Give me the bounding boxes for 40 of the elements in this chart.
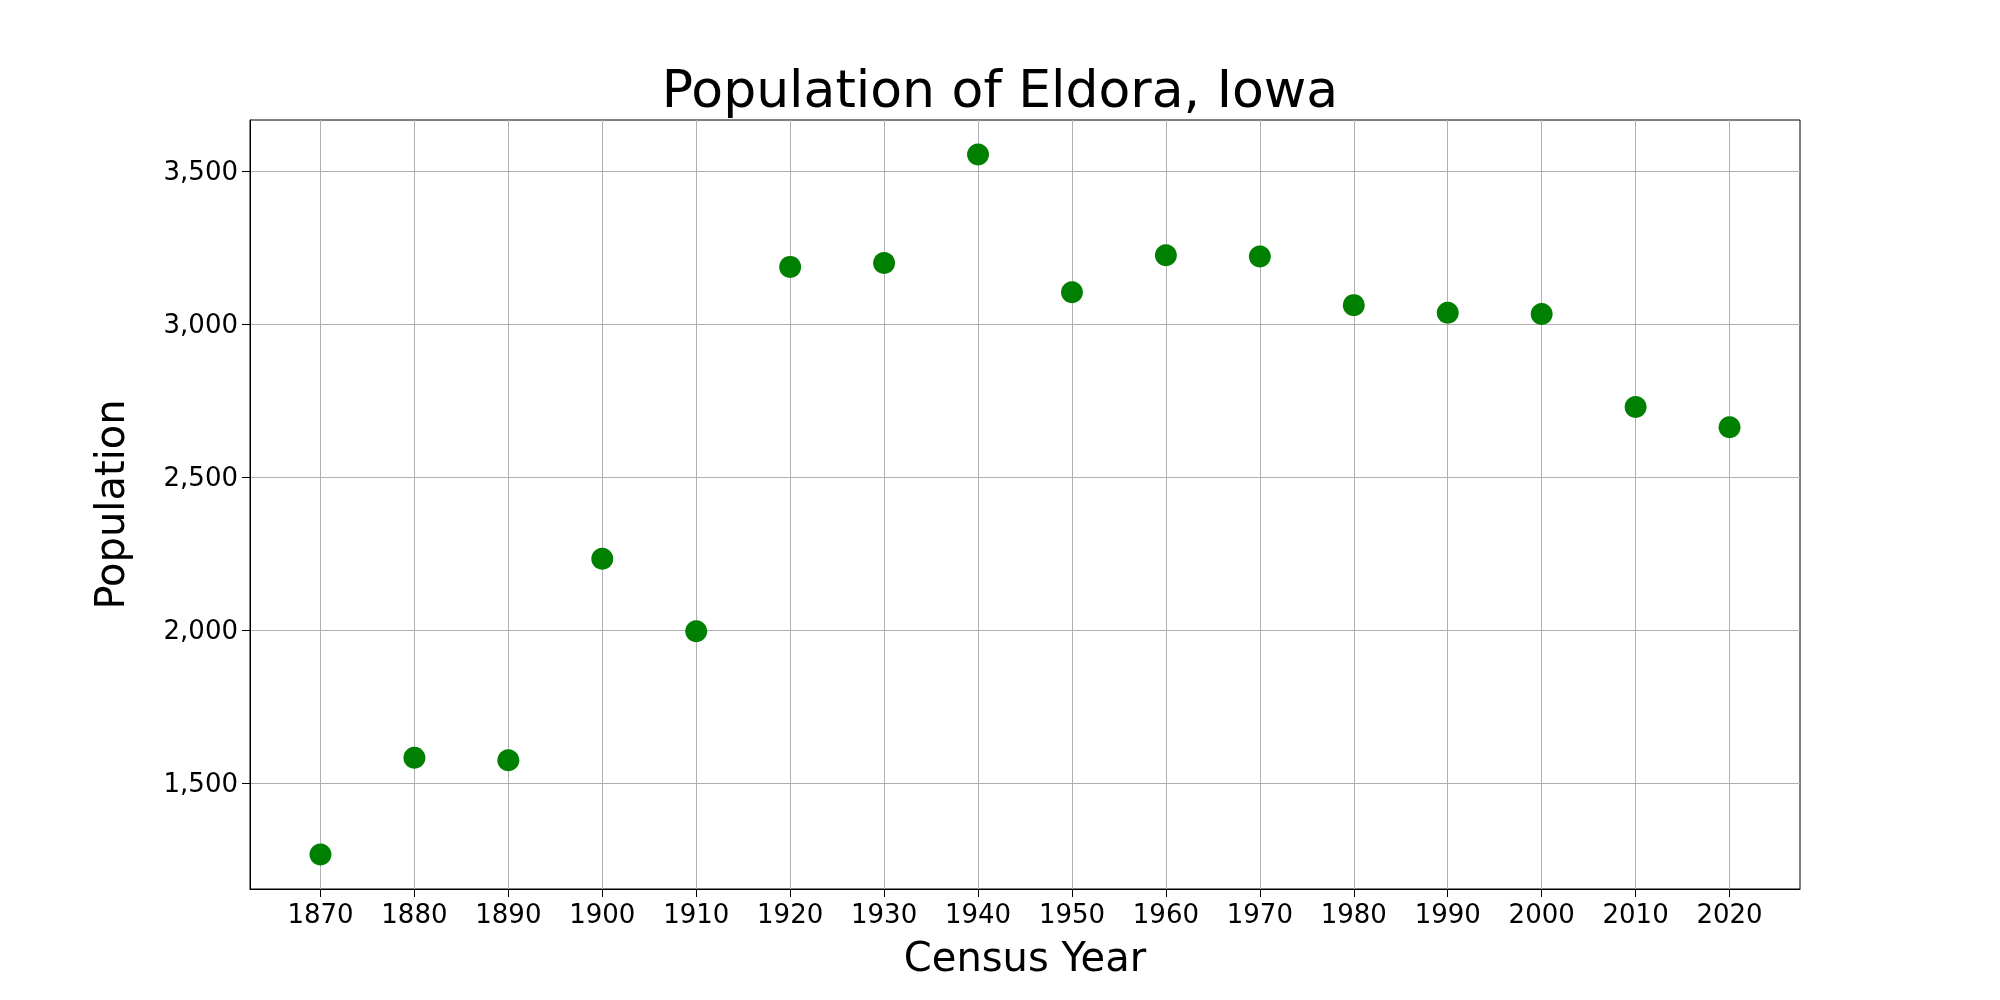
y-axis-title: Population: [87, 399, 133, 610]
point: [967, 143, 990, 166]
x-tick-label: 1910: [663, 899, 730, 929]
point: [1530, 303, 1553, 325]
point: [591, 547, 614, 570]
x-tick-label: 1940: [944, 899, 1012, 929]
point: [1718, 416, 1741, 439]
x-tick-label: 2010: [1602, 899, 1669, 929]
y-tick-label: 3,000: [163, 309, 238, 340]
x-tick-label: 1960: [1132, 899, 1199, 929]
point: [1436, 301, 1459, 324]
point: [1154, 244, 1177, 267]
x-tick-label: 1970: [1226, 899, 1293, 929]
point: [497, 749, 520, 772]
x-tick-label: 1920: [757, 899, 824, 929]
y-tick-label: 1,500: [163, 768, 238, 799]
x-tick-label: 1870: [287, 899, 354, 929]
x-axis-title: Census Year: [903, 934, 1147, 980]
point: [1624, 396, 1647, 419]
x-tick-label: 1890: [475, 899, 542, 929]
x-tick-label: 1950: [1038, 899, 1106, 929]
x-tick-label: 1980: [1320, 899, 1387, 929]
x-tick-label: 2000: [1508, 899, 1575, 929]
point: [309, 843, 332, 866]
x-tick-label: 1880: [381, 899, 448, 929]
y-tick-label: 3,500: [163, 156, 238, 187]
y-tick-label: 2,500: [163, 462, 238, 493]
x-tick-label: 1990: [1414, 899, 1481, 929]
x-tick-label: 1900: [569, 899, 636, 929]
point: [1248, 245, 1271, 268]
point: [685, 620, 708, 643]
point: [873, 251, 896, 274]
point: [1060, 281, 1083, 304]
chart-title: Population of Eldora, Iowa: [661, 59, 1339, 119]
point: [403, 746, 426, 769]
x-tick-label: 1930: [851, 899, 918, 929]
x-tick-label: 2020: [1696, 899, 1763, 929]
point: [779, 255, 802, 278]
y-tick-label: 2,000: [163, 615, 238, 646]
point: [1342, 294, 1365, 317]
